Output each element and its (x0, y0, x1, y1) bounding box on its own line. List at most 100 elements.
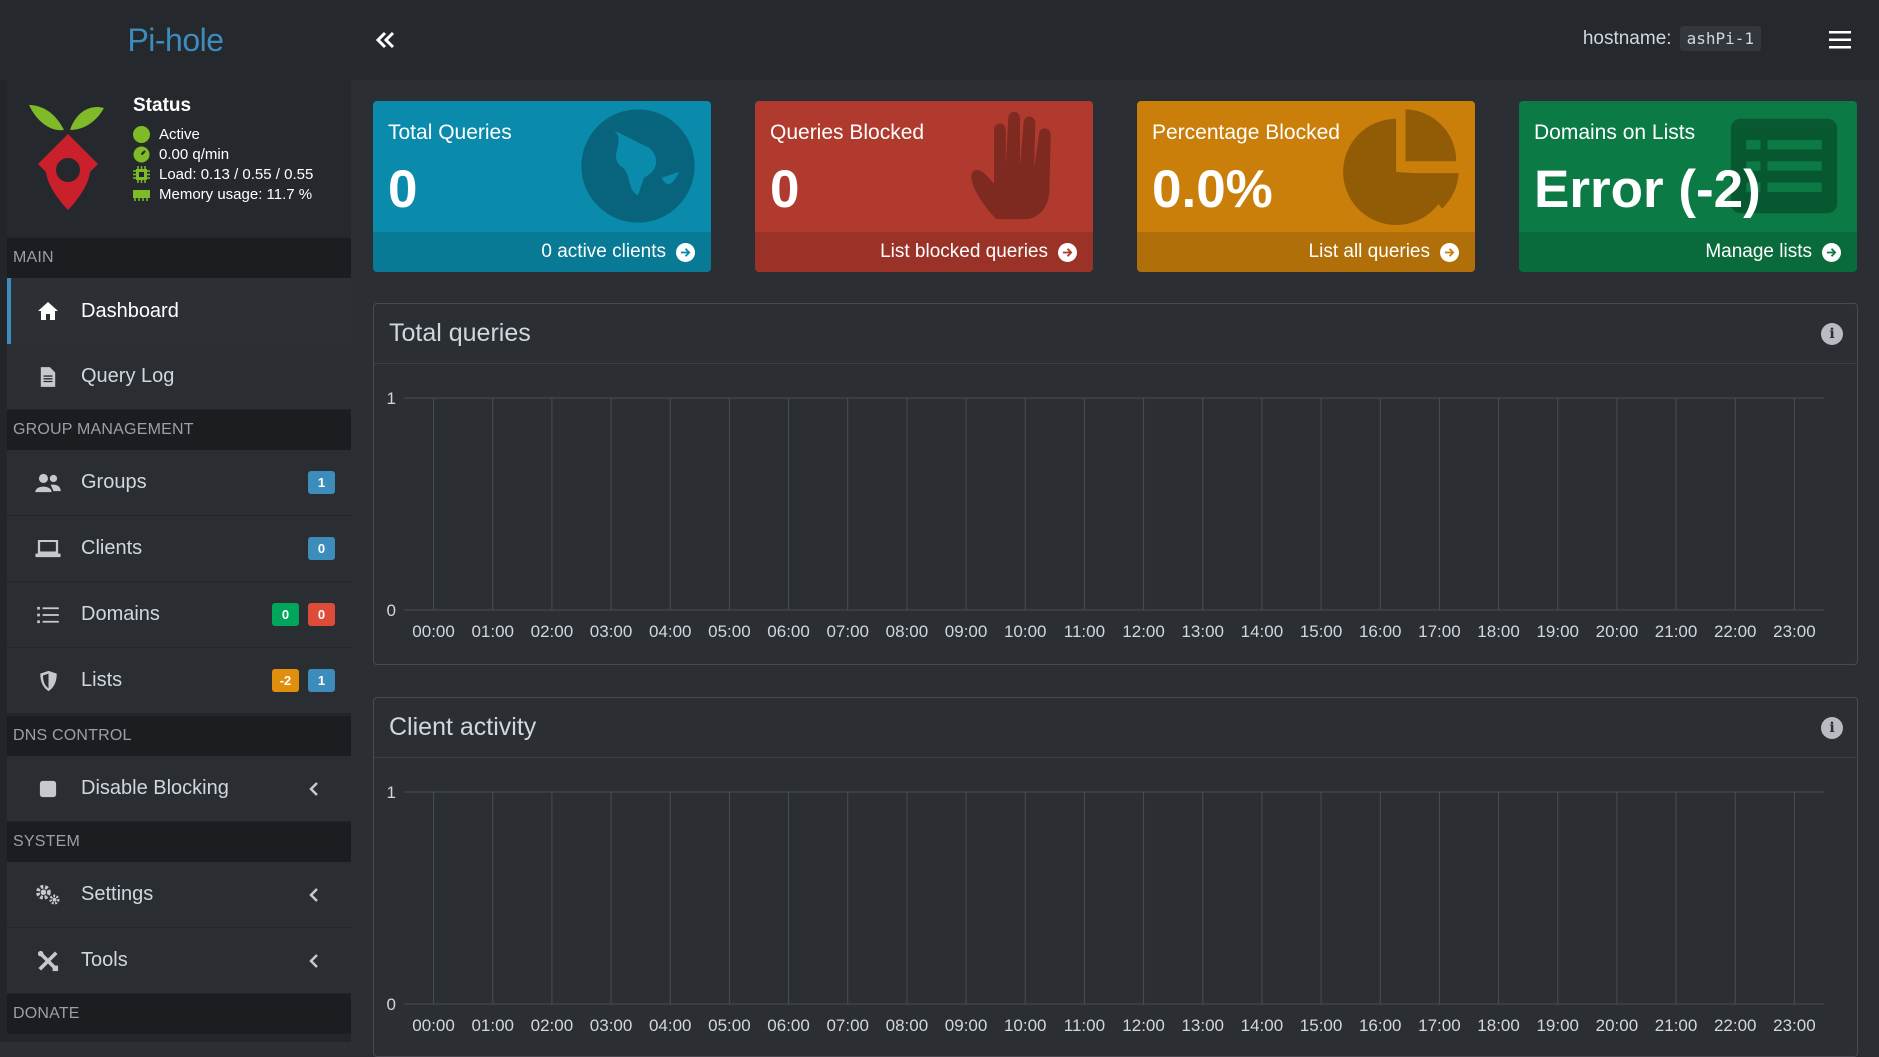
status-load-text: Load: 0.13 / 0.55 / 0.55 (159, 166, 314, 183)
brand-logo[interactable]: Pi-hole (0, 0, 351, 80)
list-alt-icon (1730, 118, 1838, 214)
x-tick-label: 13:00 (1181, 1016, 1224, 1035)
x-tick-label: 17:00 (1418, 622, 1461, 641)
manage-lists-link[interactable]: Manage lists (1519, 232, 1857, 272)
sidebar-item-label: Lists (81, 669, 123, 691)
pihole-logo-icon (29, 105, 104, 210)
groups-count-badge: 1 (308, 471, 335, 494)
sidebar-item-settings[interactable]: Settings (7, 862, 351, 927)
x-tick-label: 06:00 (767, 622, 810, 641)
clients-count-badge: 0 (308, 537, 335, 560)
file-icon (33, 362, 63, 392)
sidebar: Pi-hole Status Active 0.00 q/min Load: 0… (0, 0, 351, 1042)
cpu-icon (133, 166, 150, 183)
sidebar-item-label: Settings (81, 883, 154, 905)
globe-icon (581, 109, 695, 223)
panel-header: Total queries i (374, 304, 1857, 364)
x-tick-label: 20:00 (1596, 1016, 1639, 1035)
client-activity-chart: 1 0 00:00 01:00 02:00 03:00 04:00 05:00 06:00 07:… (387, 783, 1824, 1035)
x-tick-label: 21:00 (1655, 1016, 1698, 1035)
sidebar-item-clients[interactable]: Clients 0 (7, 516, 351, 581)
total-queries-chart: 1 0 00:00 01:00 02:00 03:00 04:00 05:00 06:00 07:… (387, 389, 1824, 641)
stat-footer-text: List blocked queries (880, 241, 1048, 262)
status-memory: Memory usage: 11.7 % (133, 186, 312, 203)
y-tick-label: 1 (387, 389, 396, 408)
brand-name[interactable]: Pi-hole (127, 21, 224, 58)
sidebar-item-groups[interactable]: Groups 1 (7, 450, 351, 515)
x-tick-label: 08:00 (886, 1016, 929, 1035)
x-tick-label: 16:00 (1359, 622, 1402, 641)
y-tick-label: 1 (387, 783, 396, 802)
collapse-sidebar-icon[interactable] (371, 26, 399, 54)
x-tick-label: 06:00 (767, 1016, 810, 1035)
list-blocked-queries-link[interactable]: List blocked queries (755, 232, 1093, 272)
info-icon[interactable]: i (1821, 717, 1843, 739)
panel-header: Client activity i (374, 698, 1857, 758)
x-tick-label: 08:00 (886, 622, 929, 641)
x-tick-label: 01:00 (471, 622, 514, 641)
hostname-label: hostname: (1582, 27, 1672, 49)
stat-label: Domains on Lists (1534, 121, 1696, 144)
sidebar-item-dashboard[interactable]: Dashboard (7, 278, 351, 344)
stat-label: Total Queries (388, 121, 512, 144)
hostname-value: ashPi-1 (1679, 26, 1761, 51)
panel-title: Client activity (389, 713, 537, 741)
hamburger-menu-icon[interactable] (1829, 31, 1851, 49)
stat-domains-on-lists: Domains on Lists Error (-2) Manage lists (1519, 101, 1857, 272)
stat-value: Error (-2) (1534, 160, 1761, 219)
stat-value: 0 (770, 160, 800, 219)
hostname-display: hostname: ashPi-1 (1583, 26, 1761, 51)
x-tick-label: 03:00 (590, 622, 633, 641)
gauge-icon (133, 146, 150, 163)
x-tick-label: 02:00 (531, 622, 574, 641)
sidebar-item-label: Dashboard (81, 299, 179, 322)
stat-queries-blocked: Queries Blocked 0 List blocked queries (755, 101, 1093, 272)
stat-label: Queries Blocked (770, 121, 925, 144)
chevron-left-icon (309, 953, 318, 968)
users-icon (33, 468, 63, 498)
shield-icon (33, 666, 63, 696)
x-tick-label: 05:00 (708, 1016, 751, 1035)
sidebar-item-label: Clients (81, 537, 143, 559)
x-tick-label: 10:00 (1004, 1016, 1047, 1035)
tools-icon (33, 946, 63, 976)
list-all-queries-link[interactable]: List all queries (1137, 232, 1475, 272)
arrow-right-circle-icon (676, 242, 695, 262)
x-tick-label: 14:00 (1241, 622, 1284, 641)
sidebar-item-querylog[interactable]: Query Log (7, 344, 351, 409)
sidebar-item-lists[interactable]: Lists -2 1 (7, 648, 351, 713)
x-tick-label: 16:00 (1359, 1016, 1402, 1035)
sidebar-item-disable-blocking[interactable]: Disable Blocking (7, 756, 351, 821)
status-load: Load: 0.13 / 0.55 / 0.55 (133, 166, 313, 183)
x-tick-label: 22:00 (1714, 1016, 1757, 1035)
stat-value: 0.0% (1152, 160, 1273, 219)
status-panel: Status Active 0.00 q/min Load: 0.13 / 0.… (7, 80, 351, 237)
section-group-management: GROUP MANAGEMENT (7, 410, 351, 450)
info-icon[interactable]: i (1821, 323, 1843, 345)
sidebar-item-domains[interactable]: Domains 0 0 (7, 582, 351, 647)
stat-footer-text: Manage lists (1705, 241, 1812, 262)
sidebar-item-tools[interactable]: Tools (7, 928, 351, 993)
lists-count-badge: 1 (308, 669, 335, 692)
sidebar-item-label: Query Log (81, 365, 175, 387)
active-clients-link[interactable]: 0 active clients (373, 232, 711, 272)
x-tick-label: 11:00 (1064, 1016, 1105, 1035)
x-tick-label: 22:00 (1714, 622, 1757, 641)
x-tick-label: 23:00 (1773, 1016, 1816, 1035)
x-tick-label: 00:00 (412, 1016, 455, 1035)
home-icon (33, 296, 63, 326)
x-tick-label: 12:00 (1122, 622, 1165, 641)
x-tick-label: 17:00 (1418, 1016, 1461, 1035)
x-tick-label: 21:00 (1655, 622, 1698, 641)
domains-deny-badge: 0 (308, 603, 335, 626)
status-rate-text: 0.00 q/min (159, 146, 230, 163)
panel-title: Total queries (389, 319, 531, 347)
section-dns-control: DNS CONTROL (7, 716, 351, 756)
x-tick-label: 10:00 (1004, 622, 1047, 641)
x-tick-label: 23:00 (1773, 622, 1816, 641)
x-tick-label: 18:00 (1477, 1016, 1520, 1035)
status-title: Status (133, 95, 192, 116)
arrow-right-circle-icon (1058, 242, 1077, 262)
x-tick-label: 07:00 (826, 1016, 869, 1035)
arrow-right-circle-icon (1440, 242, 1459, 262)
